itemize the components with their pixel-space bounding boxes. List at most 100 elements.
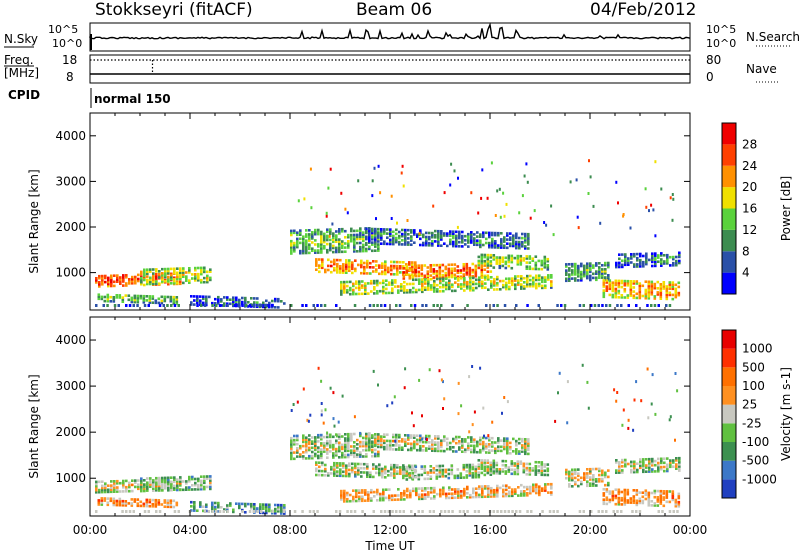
power-cell	[431, 240, 434, 243]
velocity-cell	[458, 435, 461, 439]
power-cell	[528, 267, 532, 271]
power-cell	[398, 234, 401, 238]
velocity-cell	[428, 447, 431, 450]
power-cell	[469, 282, 472, 286]
velocity-cell	[359, 453, 362, 456]
velocity-cell	[511, 492, 514, 496]
power-cell	[362, 249, 365, 253]
power-cell	[341, 246, 344, 249]
velocity-cell	[423, 471, 427, 474]
velocity-cell	[632, 495, 636, 498]
velocity-cell	[151, 498, 155, 502]
velocity-cell	[305, 444, 308, 448]
velocity-cell	[518, 450, 521, 453]
velocity-cell	[347, 435, 350, 438]
velocity-cell	[466, 485, 469, 489]
power-cell	[469, 289, 472, 292]
power-cell	[226, 296, 229, 299]
power-cell	[353, 243, 356, 247]
velocity-cell	[457, 492, 460, 495]
power-cell	[321, 264, 324, 267]
power-cell	[440, 236, 443, 239]
velocity-cell	[425, 447, 428, 450]
power-ground-cell	[353, 304, 357, 307]
velocity-cell	[522, 466, 526, 470]
velocity-ground-cell	[556, 510, 559, 513]
velocity-cell	[365, 432, 368, 436]
power-cell	[639, 254, 642, 258]
power-cell	[163, 297, 167, 301]
velocity-cell	[413, 434, 416, 437]
power-cell	[188, 269, 191, 272]
velocity-cell	[299, 455, 302, 458]
velocity-cell	[495, 472, 499, 475]
power-cell	[654, 256, 657, 259]
power-cell	[461, 238, 464, 242]
velocity-cell	[430, 497, 433, 500]
velocity-cell	[241, 502, 244, 506]
power-cell	[515, 240, 518, 244]
power-scatter-cell	[309, 167, 312, 171]
velocity-cell	[672, 459, 675, 462]
power-cell	[535, 274, 538, 278]
power-cell	[305, 239, 308, 242]
power-cell	[550, 280, 553, 283]
velocity-cell	[635, 503, 639, 507]
power-cell	[421, 288, 424, 292]
power-cell	[638, 296, 642, 300]
power-cell	[119, 282, 122, 285]
power-scatter-cell	[400, 171, 403, 175]
velocity-scatter-cell	[326, 431, 329, 435]
velocity-cell	[321, 461, 324, 465]
power-cell	[387, 270, 390, 274]
velocity-scatter-cell	[616, 391, 619, 394]
power-cell	[583, 266, 586, 270]
velocity-cell	[329, 435, 332, 439]
power-cell	[639, 265, 642, 268]
velocity-cell	[339, 468, 342, 471]
velocity-cell	[143, 489, 146, 493]
velocity-cell	[464, 438, 467, 441]
power-cell	[296, 243, 299, 247]
power-cell	[534, 265, 538, 269]
velocity-scatter-cell	[442, 407, 444, 410]
velocity-cell	[482, 440, 485, 444]
power-cell	[496, 284, 499, 287]
power-cell	[179, 273, 182, 277]
velocity-scatter-cell	[421, 414, 423, 418]
velocity-cell	[366, 467, 369, 470]
velocity-cell	[324, 474, 327, 477]
velocity-cell	[390, 472, 393, 475]
velocity-cell	[515, 443, 518, 447]
velocity-cell	[283, 504, 286, 507]
velocity-cell	[452, 446, 455, 449]
power-cell	[375, 264, 378, 267]
power-scatter-cell	[533, 209, 536, 213]
power-cell	[396, 260, 399, 264]
power-cell	[382, 281, 385, 285]
power-cell	[494, 233, 497, 237]
power-cell	[488, 241, 491, 245]
power-cell	[389, 242, 392, 246]
power-cell	[299, 231, 302, 234]
power-cell	[432, 268, 436, 271]
power-cell	[338, 246, 341, 250]
power-scatter-cell	[569, 180, 572, 184]
velocity-cell	[320, 433, 323, 437]
power-cell	[149, 278, 152, 282]
velocity-cell	[336, 472, 339, 475]
velocity-cell	[360, 475, 363, 478]
power-cell	[336, 264, 339, 268]
power-cell	[452, 242, 455, 246]
power-ground-cell	[222, 304, 225, 307]
power-cell	[311, 247, 314, 250]
power-scatter-cell	[576, 215, 579, 219]
velocity-cell	[229, 504, 232, 507]
power-cell	[179, 267, 182, 270]
power-cell	[477, 263, 481, 267]
power-cell	[343, 287, 346, 290]
power-cell	[489, 256, 493, 259]
power-ground-cell	[492, 304, 495, 307]
velocity-colorbar-segment	[722, 367, 736, 386]
velocity-cell	[341, 451, 344, 455]
